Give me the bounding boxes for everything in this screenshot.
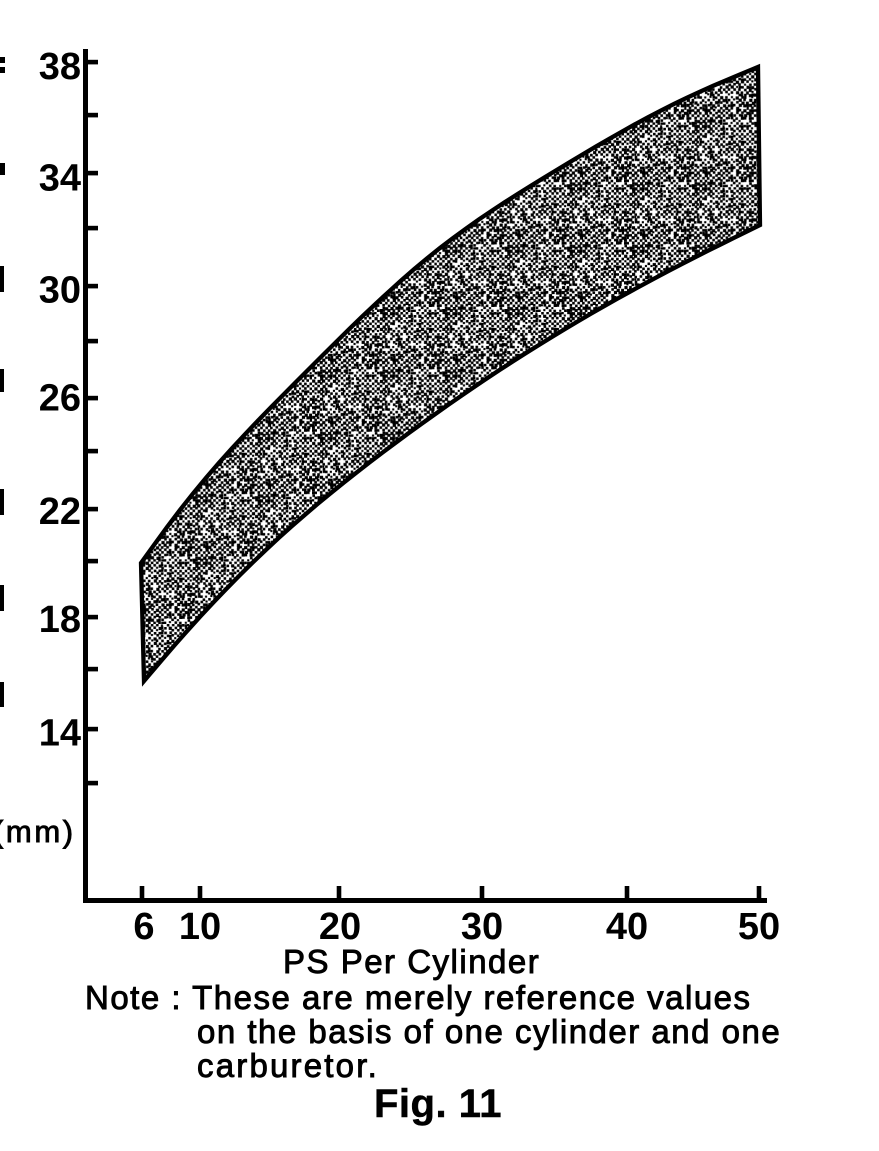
svg-text:30: 30: [461, 906, 503, 948]
svg-text:18: 18: [39, 599, 81, 641]
svg-text:PS Per Cylinder: PS Per Cylinder: [283, 943, 540, 980]
svg-text:20: 20: [319, 906, 361, 948]
svg-text:34: 34: [39, 158, 81, 200]
svg-text:6: 6: [133, 906, 154, 948]
svg-text:10: 10: [179, 906, 221, 948]
svg-text:22: 22: [39, 491, 81, 533]
svg-text:26: 26: [39, 378, 81, 420]
svg-text:30: 30: [39, 270, 81, 312]
svg-text:38: 38: [39, 46, 81, 88]
svg-text:(mm): (mm): [0, 814, 76, 849]
svg-text:carburetor.: carburetor.: [197, 1047, 379, 1084]
svg-text:Note : These are merely refere: Note : These are merely reference values: [85, 979, 752, 1016]
svg-text:on the basis of one cylinder a: on the basis of one cylinder and one: [197, 1013, 781, 1050]
svg-text:14: 14: [39, 713, 81, 755]
svg-text:40: 40: [606, 906, 648, 948]
svg-text:50: 50: [738, 906, 780, 948]
svg-text:Fig. 11: Fig. 11: [374, 1082, 502, 1126]
